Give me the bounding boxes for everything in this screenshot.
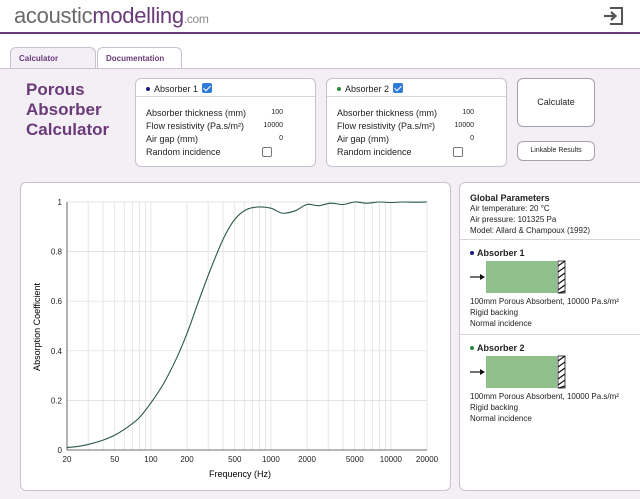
title-line-3: Calculator <box>26 120 110 139</box>
result-1-description: 100mm Porous Absorbent, 10000 Pa.s/m² <box>470 297 619 306</box>
air-pressure-text: Air pressure: 101325 Pa <box>470 215 557 224</box>
model-text: Model: Allard & Champoux (1992) <box>470 226 591 235</box>
backing-hatch <box>557 355 566 389</box>
x-tick-label: 1000 <box>262 455 280 464</box>
calculate-button[interactable]: Calculate <box>517 78 595 127</box>
y-tick-label: 0.4 <box>51 347 63 356</box>
absorber-1-flow-resistivity-input[interactable]: 10000 <box>263 122 283 129</box>
divider <box>460 239 640 240</box>
logo-text-modelling: modelling <box>92 3 184 28</box>
absorber-1-air-gap-input[interactable]: 0 <box>279 135 283 142</box>
x-tick-label: 100 <box>144 455 158 464</box>
logo-text-domain: .com <box>183 12 209 26</box>
absorber-2-flow-resistivity-input[interactable]: 10000 <box>454 122 474 129</box>
absorber-2-layer <box>486 356 557 388</box>
tab-calculator[interactable]: Calculator <box>10 47 96 69</box>
flow-resistivity-label: Flow resistivity (Pa.s/m²) <box>337 121 436 131</box>
absorber-2-enable-checkbox[interactable] <box>393 83 404 93</box>
global-parameters-heading: Global Parameters <box>470 193 550 203</box>
thickness-label: Absorber thickness (mm) <box>146 108 247 118</box>
absorber-1-dot <box>146 87 150 91</box>
y-tick-label: 0.6 <box>51 297 63 306</box>
linkable-results-button[interactable]: Linkable Results <box>517 141 595 161</box>
result-1-dot <box>470 251 474 255</box>
result-1-backing: Rigid backing <box>470 308 519 317</box>
thickness-label: Absorber thickness (mm) <box>337 108 438 118</box>
result-2-description: 100mm Porous Absorbent, 10000 Pa.s/m² <box>470 392 619 401</box>
x-tick-label: 10000 <box>380 455 403 464</box>
logout-icon[interactable] <box>602 6 624 26</box>
absorber-1-panel: Absorber 1 Absorber thickness (mm) 100 F… <box>135 78 316 167</box>
absorber-2-diagram <box>470 355 566 389</box>
air-temperature-text: Air temperature: 20 °C <box>470 204 550 213</box>
result-1-heading: Absorber 1 <box>470 248 525 258</box>
air-gap-label: Air gap (mm) <box>337 134 390 144</box>
absorber-1-layer <box>486 261 557 293</box>
series-line-absorber-1 <box>66 201 428 449</box>
y-tick-label: 0 <box>58 446 63 455</box>
sound-arrow-icon <box>480 274 485 280</box>
random-incidence-label: Random incidence <box>146 147 221 157</box>
y-tick-label: 0.8 <box>51 248 63 257</box>
absorber-2-header: Absorber 2 <box>327 79 506 97</box>
site-header: acousticmodelling.com <box>0 0 640 34</box>
absorber-2-thickness-input[interactable]: 100 <box>462 109 474 116</box>
logo-text-acoustic: acoustic <box>14 3 93 28</box>
y-tick-label: 1 <box>58 198 63 207</box>
random-incidence-label: Random incidence <box>337 147 412 157</box>
absorber-2-random-incidence-checkbox[interactable] <box>453 147 463 157</box>
absorber-1-random-incidence-checkbox[interactable] <box>262 147 272 157</box>
backing-hatch <box>557 260 566 294</box>
tab-documentation[interactable]: Documentation <box>97 47 182 69</box>
absorber-1-diagram <box>470 260 566 294</box>
page-title: Porous Absorber Calculator <box>26 80 136 140</box>
absorber-1-title: Absorber 1 <box>154 84 199 94</box>
result-2-backing: Rigid backing <box>470 403 519 412</box>
chart-card: 20 50 100 200 500 1000 2000 5000 10000 20000 0 0.2 0… <box>20 182 451 491</box>
rigid-backing <box>557 260 566 294</box>
result-2-incidence: Normal incidence <box>470 414 532 423</box>
rigid-backing <box>557 355 566 389</box>
x-tick-label: 20000 <box>416 455 439 464</box>
flow-resistivity-label: Flow resistivity (Pa.s/m²) <box>146 121 245 131</box>
absorption-chart: 20 50 100 200 500 1000 2000 5000 10000 20000 0 0.2 0… <box>32 198 439 479</box>
x-axis-label: Frequency (Hz) <box>209 469 271 479</box>
absorber-2-air-gap-input[interactable]: 0 <box>470 135 474 142</box>
absorber-1-thickness-input[interactable]: 100 <box>271 109 283 116</box>
air-gap-label: Air gap (mm) <box>146 134 199 144</box>
y-tick-label: 0.2 <box>51 396 63 405</box>
title-line-1: Porous <box>26 80 85 99</box>
site-logo[interactable]: acousticmodelling.com <box>14 3 209 29</box>
title-line-2: Absorber <box>26 100 102 119</box>
divider <box>460 334 640 335</box>
result-2-dot <box>470 346 474 350</box>
sound-arrow-icon <box>480 369 485 375</box>
result-2-title: Absorber 2 <box>477 343 525 353</box>
x-tick-label: 2000 <box>298 455 316 464</box>
y-axis-label: Absorption Coefficient <box>32 283 42 371</box>
result-1-incidence: Normal incidence <box>470 319 532 328</box>
absorber-2-panel: Absorber 2 Absorber thickness (mm) 100 F… <box>326 78 507 167</box>
result-2-heading: Absorber 2 <box>470 343 525 353</box>
x-tick-label: 200 <box>180 455 194 464</box>
absorber-1-header: Absorber 1 <box>136 79 315 97</box>
absorber-2-title: Absorber 2 <box>345 84 390 94</box>
result-1-title: Absorber 1 <box>477 248 525 258</box>
absorber-1-enable-checkbox[interactable] <box>202 83 213 93</box>
x-tick-label: 5000 <box>346 455 364 464</box>
x-tick-label: 50 <box>110 455 119 464</box>
x-tick-label: 20 <box>63 455 72 464</box>
x-tick-label: 500 <box>228 455 242 464</box>
results-panel: Global Parameters Air temperature: 20 °C… <box>459 182 640 491</box>
absorber-2-dot <box>337 87 341 91</box>
